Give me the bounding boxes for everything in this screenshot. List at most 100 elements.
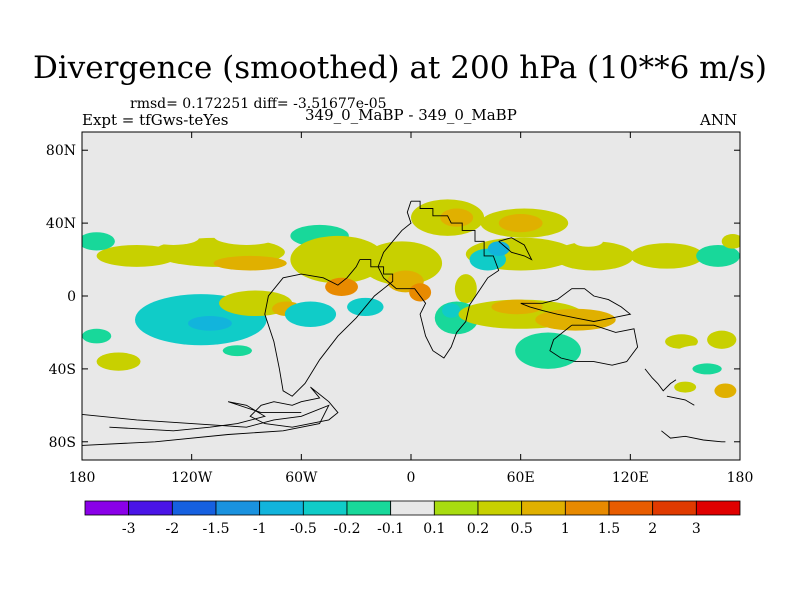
colorbar-swatch	[608, 500, 654, 516]
coastline	[520, 288, 632, 322]
contour-blob	[674, 345, 726, 364]
contour-blob	[82, 232, 115, 251]
colorbar-swatch	[695, 500, 741, 516]
coastline	[549, 324, 639, 366]
y-tick-label: 80N	[46, 143, 76, 159]
colorbar-swatch	[433, 500, 479, 516]
colorbar-swatch	[302, 500, 348, 516]
contour-blob	[491, 299, 543, 315]
y-tick-label: 40S	[49, 362, 76, 378]
colorbar-label: -0.5	[290, 521, 317, 537]
contour-blob	[82, 328, 112, 344]
colorbar-swatch	[390, 500, 435, 516]
contour-blob	[440, 208, 474, 227]
stats-line: rmsd= 0.172251 diff= -3.51677e-05	[130, 96, 387, 112]
contour-blob	[213, 226, 280, 245]
experiment-label: Expt = tfGws-teYes	[82, 111, 229, 129]
contour-blob	[721, 234, 740, 249]
colorbar-label: 1.5	[598, 521, 620, 537]
contour-blob	[325, 277, 358, 296]
colorbar-swatch	[521, 500, 566, 516]
coastline	[498, 237, 533, 261]
colorbar-label: 3	[692, 521, 701, 537]
contour-blob	[601, 230, 631, 242]
colorbar-label: -1.5	[203, 521, 230, 537]
x-tick-label: 60W	[285, 470, 318, 486]
contour-blob	[665, 334, 698, 349]
colorbar-swatch	[215, 500, 261, 516]
coastline	[661, 430, 726, 443]
contour-blob	[630, 243, 704, 269]
colorbar-label: -3	[122, 521, 136, 537]
colorbar-swatch	[128, 500, 173, 516]
y-tick-label: 40N	[46, 216, 76, 232]
contour-blob	[454, 274, 477, 304]
y-tick-label: 0	[67, 289, 76, 305]
contour-blob	[535, 308, 616, 331]
contour-blob	[696, 244, 740, 267]
colorbar-label: 0.2	[467, 521, 489, 537]
coastline	[644, 368, 677, 392]
contour-blob	[553, 241, 634, 271]
contour-blob	[246, 190, 291, 202]
chart-title: Divergence (smoothed) at 200 hPa (10**6 …	[33, 50, 767, 86]
contour-blob	[261, 219, 305, 235]
colorbar-label: 0.5	[511, 521, 533, 537]
season-label: ANN	[700, 111, 738, 129]
y-tick-label: 80S	[49, 435, 76, 451]
contour-blob	[643, 337, 673, 357]
contour-blob	[573, 235, 603, 247]
contour-blob	[284, 301, 337, 327]
contour-blob	[136, 201, 174, 216]
contour-blob	[204, 193, 234, 205]
x-tick-label: 0	[407, 470, 416, 486]
contour-blob	[442, 303, 461, 318]
coastline	[82, 404, 330, 446]
colorbar-label: -2	[166, 521, 180, 537]
contour-blob	[290, 235, 386, 284]
coastline	[249, 386, 339, 428]
colorbar-swatch	[346, 500, 392, 516]
coastline	[666, 395, 695, 406]
contour-blob	[147, 230, 199, 245]
contour-blob	[692, 363, 722, 375]
contour-blob	[222, 345, 252, 357]
coastline	[264, 259, 394, 397]
colorbar-label: -1	[253, 521, 267, 537]
contour-blob	[515, 332, 581, 369]
contour-blob	[409, 283, 432, 302]
colorbar-label: -0.1	[377, 521, 404, 537]
x-tick-label: 120W	[171, 470, 213, 486]
x-tick-label: 180	[69, 470, 96, 486]
colorbar-swatch	[477, 500, 523, 516]
coastline	[109, 401, 302, 432]
case-label: 349_0_MaBP - 349_0_MaBP	[305, 106, 517, 124]
contour-blob	[646, 212, 706, 235]
contour-blob	[96, 352, 141, 371]
coastline	[377, 200, 500, 359]
x-tick-label: 60E	[507, 470, 535, 486]
coastlines	[82, 200, 726, 446]
colorbar-swatch	[84, 500, 130, 516]
x-tick-label: 120E	[612, 470, 649, 486]
contour-blob	[188, 316, 232, 331]
contour-blob	[498, 214, 543, 233]
contour-blob	[674, 381, 697, 393]
colorbar-swatch	[171, 500, 217, 516]
colorbar-label: 2	[648, 521, 657, 537]
colorbar-label: 0.1	[423, 521, 445, 537]
colorbar-label: -0.2	[334, 521, 361, 537]
contour-blob	[487, 241, 510, 256]
colorbar-swatch	[652, 500, 697, 516]
colorbar-label: 1	[561, 521, 570, 537]
colorbar-swatch	[259, 500, 304, 516]
colorbar: -3 -2 -1.5 -1 -0.5 -0.2 -0.1 0.1 0.2 0.5 1 1.5 2 3	[84, 500, 741, 537]
contour-blob	[714, 383, 737, 399]
x-tick-label: 180	[727, 470, 754, 486]
contour-blob	[707, 330, 737, 349]
contour-blob	[96, 244, 178, 267]
contour-blob	[301, 208, 320, 220]
axis-ticks: 180 120W 60W 0 60E 120E 180 80N 40N 0 40S 80S	[46, 132, 753, 486]
colorbar-swatch	[564, 500, 610, 516]
